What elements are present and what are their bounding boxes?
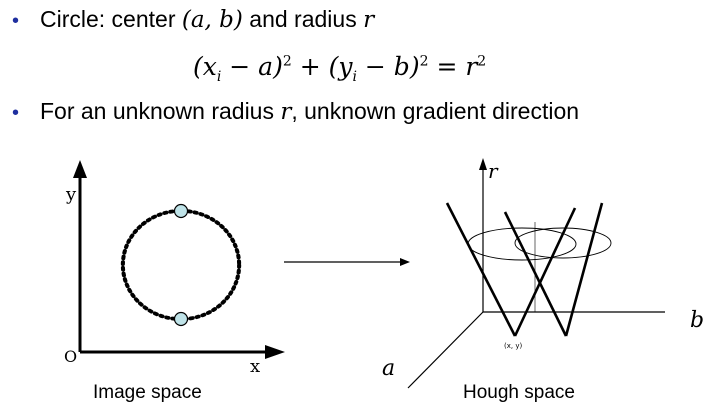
image-x-arrowhead — [265, 345, 285, 359]
image-space-caption: Image space — [93, 382, 202, 403]
transform-arrow — [284, 258, 410, 266]
cone-left-side-1 — [445, 202, 517, 337]
image-space-axes: y x O — [64, 160, 285, 377]
image-origin-label: O — [64, 347, 77, 366]
cone-right-side-1 — [503, 211, 568, 337]
eq-sup: 2 — [282, 53, 292, 70]
hough-cone-right — [503, 202, 612, 337]
eq-sub: i — [216, 69, 222, 85]
eq-part: − a) — [221, 52, 283, 81]
hough-cone-left — [445, 202, 577, 337]
bullet-text: Circle: center (a, b) and radius r — [40, 6, 374, 33]
hough-a-axis — [407, 311, 484, 389]
hough-space-caption: Hough space — [463, 382, 575, 403]
eq-part: (x — [193, 52, 217, 81]
bullet-unknown-radius: • For an unknown radius r, unknown gradi… — [12, 98, 579, 125]
bullet-suffix: , unknown gradient direction — [291, 98, 580, 124]
eq-part: + (y — [291, 52, 353, 81]
center-math: (a, b) — [181, 7, 243, 33]
cone-right-rim — [514, 227, 612, 259]
cone-left-rim — [467, 227, 577, 261]
eq-sup: 2 — [419, 53, 429, 70]
image-y-label: y — [65, 184, 77, 205]
image-y-arrowhead — [73, 160, 87, 178]
hough-r-label: r — [488, 159, 499, 183]
image-dotted-circle — [120, 208, 242, 322]
bullet-dot: • — [12, 10, 20, 32]
eq-part: − b) — [356, 52, 420, 81]
hough-r-arrowhead — [479, 158, 487, 170]
eq-part: = r — [428, 52, 478, 81]
bullet-prefix: For an unknown radius — [40, 98, 281, 124]
circle-equation: (xi − a)2 + (yi − b)2 = r2 — [193, 52, 486, 85]
bullet-prefix: Circle: center — [40, 6, 182, 32]
edge-point-top — [173, 203, 189, 219]
cone-right-side-2 — [564, 202, 604, 337]
cone-left-side-2 — [513, 207, 577, 337]
hough-b-label: b — [690, 308, 704, 333]
edge-point-bottom — [173, 311, 189, 327]
transform-arrow-head — [400, 258, 410, 266]
eq-sub: i — [352, 69, 357, 85]
bullet-text: For an unknown radius r, unknown gradien… — [40, 98, 579, 125]
radius-math: r — [363, 7, 375, 33]
bullet-circle-definition: • Circle: center (a, b) and radius r — [12, 6, 374, 33]
hough-a-label: a — [382, 356, 395, 381]
hough-space-axes: r b a — [382, 158, 704, 389]
eq-sup: 2 — [477, 53, 487, 70]
bullet-dot: • — [12, 102, 20, 124]
bullet-mid: and radius — [242, 6, 364, 32]
hough-point-label: (x, y) — [504, 342, 522, 350]
radius-math: r — [280, 99, 292, 125]
image-x-label: x — [250, 356, 260, 377]
